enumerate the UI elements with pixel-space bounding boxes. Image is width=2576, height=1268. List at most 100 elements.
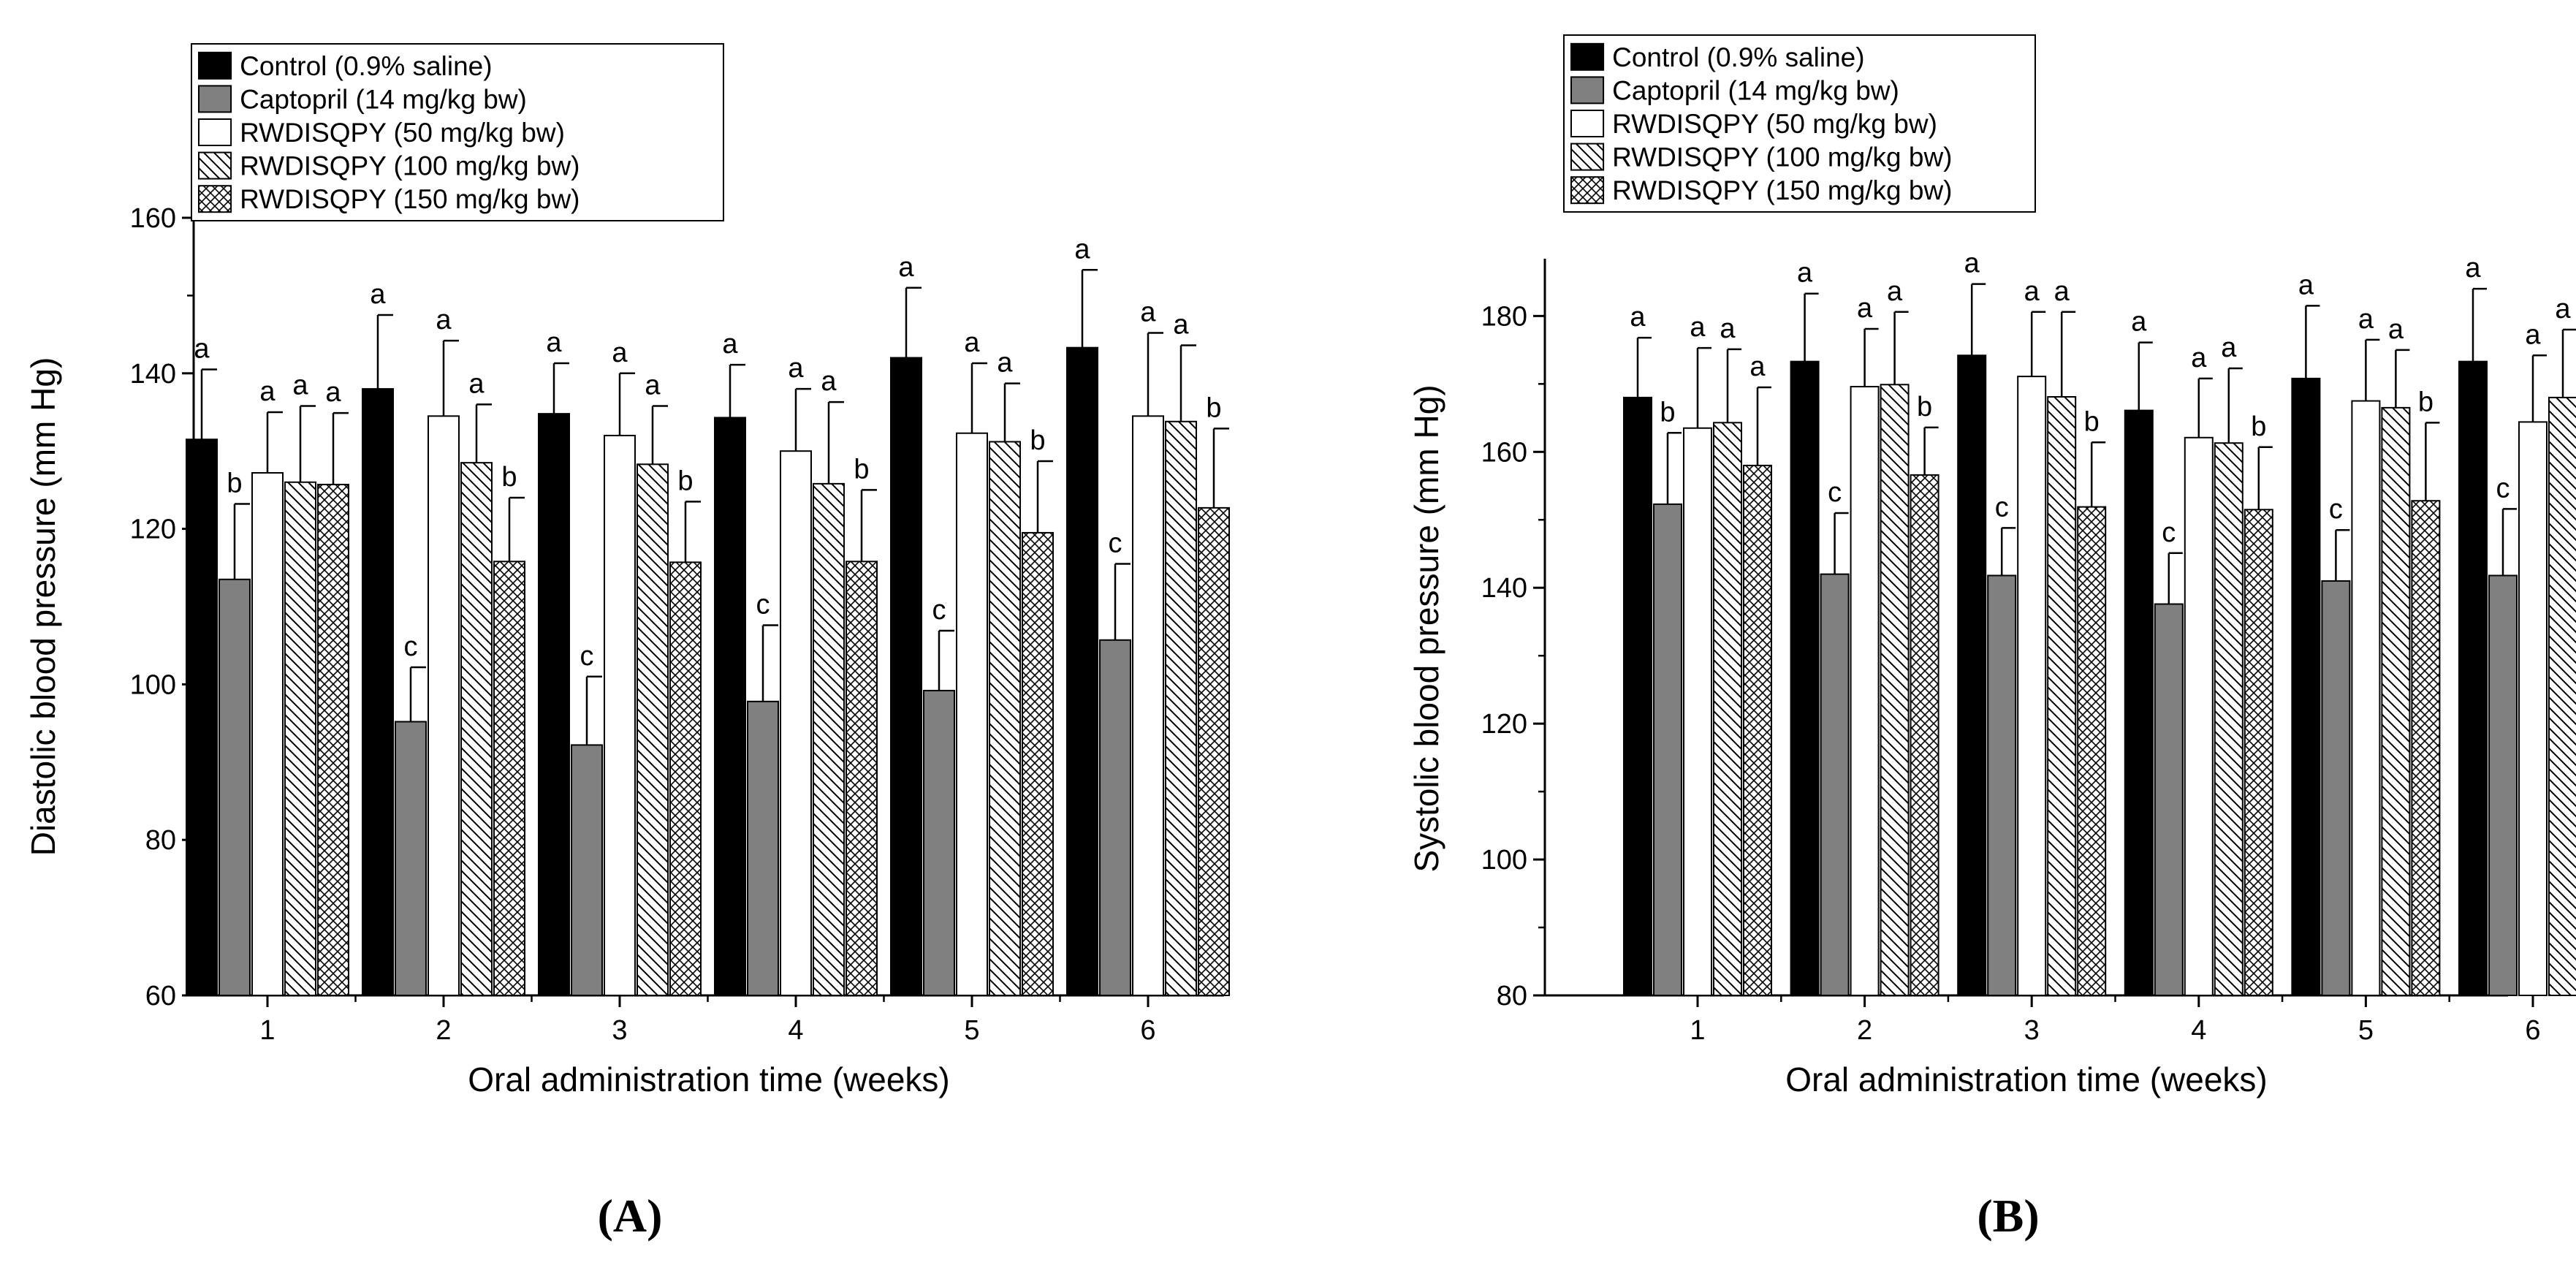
bar — [669, 561, 702, 996]
x-tick-label: 3 — [2024, 1015, 2040, 1046]
significance-label: c — [1109, 528, 1122, 558]
bar — [2243, 509, 2273, 996]
bar — [251, 471, 284, 996]
significance-label: c — [756, 590, 770, 620]
x-tick-label: 1 — [259, 1015, 275, 1046]
legend-label: RWDISQPY (50 mg/kg bw) — [1612, 109, 1937, 139]
significance-label: b — [2084, 406, 2100, 437]
significance-label: b — [2251, 411, 2266, 442]
significance-label: a — [259, 376, 276, 407]
significance-label: b — [2418, 387, 2433, 417]
significance-label: a — [2054, 276, 2070, 307]
significance-label: b — [227, 468, 242, 499]
legend-swatch — [1570, 110, 1605, 137]
legend-swatch — [198, 51, 232, 80]
bar — [284, 481, 316, 996]
significance-label: a — [722, 329, 738, 360]
bar — [571, 744, 603, 997]
significance-label: a — [612, 338, 628, 368]
bar — [813, 482, 845, 996]
bar — [1099, 639, 1131, 996]
legend-label: RWDISQPY (50 mg/kg bw) — [240, 118, 565, 148]
legend-swatch — [198, 118, 232, 146]
significance-label: a — [2221, 333, 2237, 363]
legend-swatch — [198, 151, 232, 180]
significance-label: b — [1917, 392, 1932, 422]
y-tick-label: 60 — [145, 981, 176, 1011]
bar — [2017, 376, 2047, 996]
significance-label: a — [821, 366, 837, 397]
bar — [2291, 377, 2321, 996]
significance-label: a — [1857, 293, 1873, 324]
significance-label: a — [325, 377, 341, 408]
y-tick-label: 100 — [130, 669, 176, 700]
significance-label: a — [2131, 307, 2147, 338]
y-tick-label: 160 — [130, 203, 176, 234]
bar — [1713, 422, 1742, 996]
significance-label: a — [1074, 234, 1090, 265]
bar — [747, 700, 779, 996]
x-axis-title: Oral administration time (weeks) — [468, 1060, 950, 1098]
bar — [2047, 395, 2077, 996]
significance-label: a — [2555, 294, 2571, 324]
bar — [1022, 531, 1054, 996]
x-tick-label: 5 — [964, 1015, 979, 1046]
significance-label: a — [1690, 312, 1706, 343]
legend-box — [191, 43, 724, 221]
significance-label: a — [1140, 297, 1156, 327]
bar — [219, 578, 251, 996]
bar — [460, 462, 493, 996]
bar — [2458, 360, 2488, 996]
bar — [1653, 503, 1682, 996]
bar — [1910, 474, 1939, 996]
y-axis-title: Systolic blood pressure (mm Hg) — [1407, 384, 1445, 872]
significance-label: a — [2525, 319, 2541, 350]
bar — [780, 450, 812, 996]
significance-label: a — [1797, 258, 1813, 289]
bar — [1850, 386, 1880, 996]
legend-swatch — [1570, 176, 1605, 205]
bar — [2184, 436, 2214, 996]
legend-swatch — [198, 185, 232, 213]
legend-swatch — [198, 85, 232, 113]
x-tick-label: 6 — [2525, 1015, 2540, 1046]
y-tick-label: 160 — [1481, 437, 1527, 468]
bar — [1957, 354, 1987, 996]
legend-swatch — [1570, 143, 1605, 171]
bar — [1743, 464, 1772, 996]
legend-swatch — [1570, 76, 1605, 105]
bar — [956, 432, 988, 996]
significance-label: a — [964, 327, 980, 358]
legend-label: Control (0.9% saline) — [1612, 42, 1864, 72]
x-tick-label: 2 — [1857, 1015, 1872, 1046]
significance-label: b — [1206, 392, 1221, 423]
significance-label: c — [1995, 492, 2009, 523]
legend-label: RWDISQPY (100 mg/kg bw) — [1612, 143, 1952, 172]
x-tick-label: 4 — [788, 1015, 803, 1046]
significance-label: a — [1720, 314, 1736, 344]
y-tick-label: 80 — [1497, 981, 1527, 1011]
significance-label: a — [2388, 314, 2404, 345]
x-tick-label: 1 — [1690, 1015, 1705, 1046]
significance-label: a — [1887, 276, 1903, 307]
bar — [493, 561, 525, 996]
legend-label: Captopril (14 mg/kg bw) — [240, 84, 527, 114]
bar — [604, 434, 636, 996]
significance-label: c — [404, 631, 418, 662]
significance-label: a — [1964, 248, 1980, 279]
y-tick-label: 180 — [1481, 301, 1527, 332]
bar — [714, 417, 746, 996]
significance-label: a — [468, 368, 485, 399]
bar — [923, 689, 955, 996]
y-tick-label: 140 — [1481, 573, 1527, 604]
bar — [637, 463, 669, 996]
significance-label: a — [2358, 304, 2374, 335]
significance-label: a — [997, 348, 1013, 379]
significance-label: a — [2298, 270, 2314, 300]
y-tick-label: 120 — [1481, 709, 1527, 740]
significance-label: c — [2329, 494, 2343, 525]
bar — [317, 483, 349, 996]
y-tick-label: 80 — [145, 825, 176, 856]
x-tick-label: 2 — [436, 1015, 451, 1046]
